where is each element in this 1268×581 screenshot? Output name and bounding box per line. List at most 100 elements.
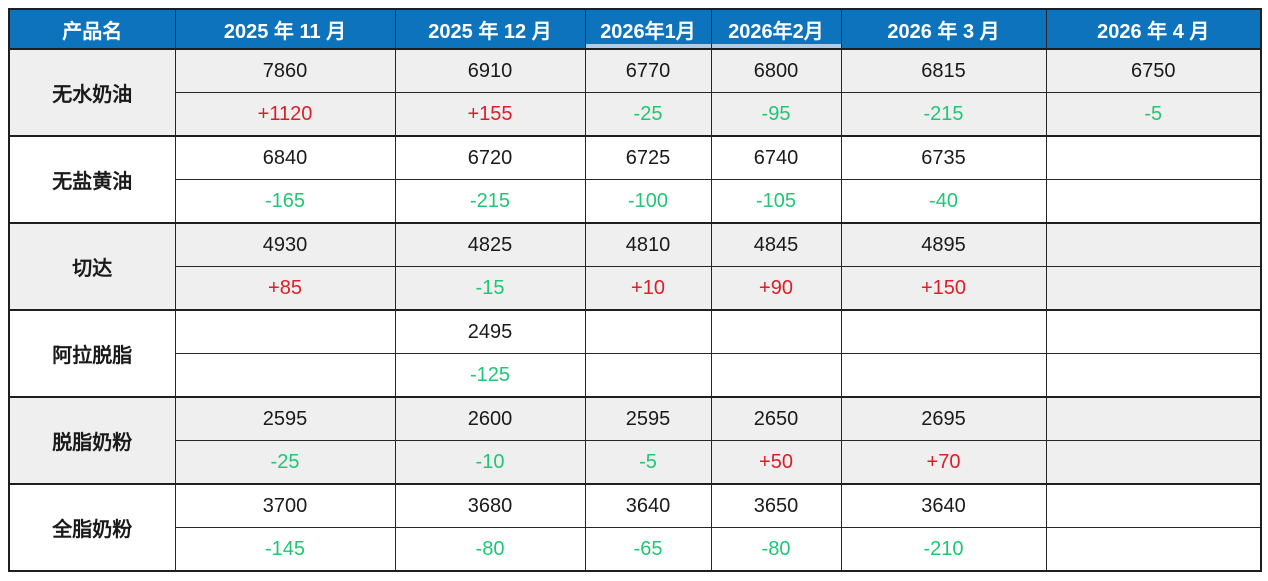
price-row: 切达 4930 4825 4810 4845 4895: [8, 222, 1262, 311]
price-cell: 6770: [584, 48, 712, 93]
price-cell: 4810: [584, 222, 712, 267]
price-cell: 2600: [394, 396, 586, 441]
price-cell: 6735: [840, 135, 1047, 180]
price-cell: 6840: [174, 135, 396, 180]
change-cell: -80: [394, 527, 586, 572]
change-cell: -145: [174, 527, 396, 572]
price-cell: 3650: [710, 483, 842, 528]
price-cell: [1045, 396, 1262, 441]
change-cell: [710, 353, 842, 398]
change-cell: [1045, 440, 1262, 485]
header-row: 产品名 2025 年 11 月 2025 年 12 月 2026年1月 2026…: [8, 8, 1262, 50]
price-cell: 3680: [394, 483, 586, 528]
change-cell: +10: [584, 266, 712, 311]
change-row: -165 -215 -100 -105 -40: [9, 179, 1262, 224]
change-cell: -65: [584, 527, 712, 572]
price-cell: 2650: [710, 396, 842, 441]
change-cell: [584, 353, 712, 398]
change-cell: -215: [840, 92, 1047, 137]
change-row: -25 -10 -5 +50 +70: [9, 440, 1262, 485]
price-cell: 3700: [174, 483, 396, 528]
change-row: -145 -80 -65 -80 -210: [9, 527, 1262, 572]
price-cell: [1045, 309, 1262, 354]
product-name-cell: 无水奶油: [8, 48, 176, 137]
price-cell: 2495: [394, 309, 586, 354]
change-cell: -125: [394, 353, 586, 398]
price-cell: [584, 309, 712, 354]
change-cell: +85: [174, 266, 396, 311]
change-cell: -210: [840, 527, 1047, 572]
change-cell: -5: [1045, 92, 1262, 137]
price-cell: 2695: [840, 396, 1047, 441]
price-cell: [840, 309, 1047, 354]
change-cell: +50: [710, 440, 842, 485]
change-cell: -40: [840, 179, 1047, 224]
price-cell: 3640: [584, 483, 712, 528]
price-cell: 6750: [1045, 48, 1262, 93]
price-row: 无水奶油 7860 6910 6770 6800 6815 6750: [8, 48, 1262, 137]
column-header-month-1: 2025 年 11 月: [174, 8, 396, 50]
price-cell: 6800: [710, 48, 842, 93]
price-row: 阿拉脱脂 2495: [8, 309, 1262, 398]
price-cell: 6740: [710, 135, 842, 180]
change-cell: -25: [174, 440, 396, 485]
product-name-cell: 无盐黄油: [8, 135, 176, 224]
price-cell: 3640: [840, 483, 1047, 528]
price-cell: 4845: [710, 222, 842, 267]
change-cell: -15: [394, 266, 586, 311]
change-row: -125: [9, 353, 1262, 398]
change-row: +85 -15 +10 +90 +150: [9, 266, 1262, 311]
change-cell: -105: [710, 179, 842, 224]
change-cell: +150: [840, 266, 1047, 311]
change-cell: -10: [394, 440, 586, 485]
column-header-month-5: 2026 年 3 月: [840, 8, 1047, 50]
price-row: 脱脂奶粉 2595 2600 2595 2650 2695: [8, 396, 1262, 485]
change-cell: +155: [394, 92, 586, 137]
change-cell: +70: [840, 440, 1047, 485]
price-cell: [1045, 222, 1262, 267]
product-name-cell: 全脂奶粉: [8, 483, 176, 572]
column-header-month-4: 2026年2月: [710, 8, 842, 50]
price-cell: 4930: [174, 222, 396, 267]
price-cell: [710, 309, 842, 354]
price-cell: [1045, 483, 1262, 528]
change-cell: [840, 353, 1047, 398]
price-cell: 4825: [394, 222, 586, 267]
change-cell: [1045, 266, 1262, 311]
price-row: 无盐黄油 6840 6720 6725 6740 6735: [8, 135, 1262, 224]
price-cell: 2595: [174, 396, 396, 441]
change-cell: -25: [584, 92, 712, 137]
change-cell: +90: [710, 266, 842, 311]
change-row: +1120 +155 -25 -95 -215 -5: [9, 92, 1262, 137]
change-cell: -95: [710, 92, 842, 137]
change-cell: [1045, 179, 1262, 224]
price-cell: 6725: [584, 135, 712, 180]
change-cell: [174, 353, 396, 398]
change-cell: -165: [174, 179, 396, 224]
column-header-month-6: 2026 年 4 月: [1045, 8, 1262, 50]
column-header-month-2: 2025 年 12 月: [394, 8, 586, 50]
price-cell: 4895: [840, 222, 1047, 267]
price-row: 全脂奶粉 3700 3680 3640 3650 3640: [8, 483, 1262, 572]
change-cell: -215: [394, 179, 586, 224]
price-cell: [1045, 135, 1262, 180]
column-header-month-3: 2026年1月: [584, 8, 712, 50]
price-cell: 7860: [174, 48, 396, 93]
product-name-cell: 脱脂奶粉: [8, 396, 176, 485]
change-cell: +1120: [174, 92, 396, 137]
product-price-table: 产品名 2025 年 11 月 2025 年 12 月 2026年1月 2026…: [8, 8, 1262, 572]
price-cell: [174, 309, 396, 354]
change-cell: -100: [584, 179, 712, 224]
product-name-cell: 切达: [8, 222, 176, 311]
price-cell: 6720: [394, 135, 586, 180]
change-cell: [1045, 353, 1262, 398]
change-cell: [1045, 527, 1262, 572]
change-cell: -5: [584, 440, 712, 485]
column-header-product: 产品名: [8, 8, 176, 50]
product-name-cell: 阿拉脱脂: [8, 309, 176, 398]
price-cell: 2595: [584, 396, 712, 441]
change-cell: -80: [710, 527, 842, 572]
price-cell: 6910: [394, 48, 586, 93]
price-cell: 6815: [840, 48, 1047, 93]
